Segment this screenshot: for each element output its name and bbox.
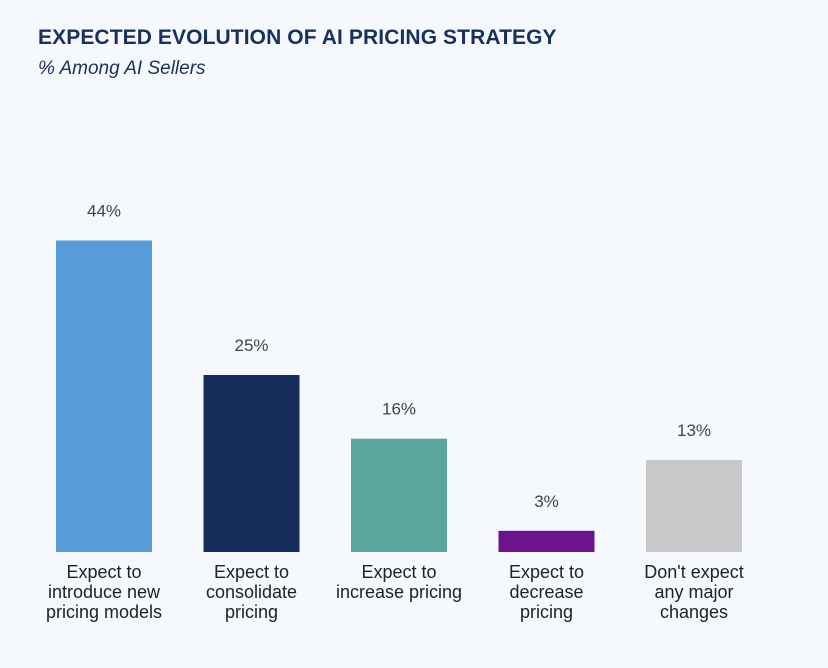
- category-label-1-line-2: pricing: [225, 602, 278, 622]
- bar-0: [56, 240, 152, 552]
- value-label-2: 16%: [382, 400, 416, 419]
- category-label-4-line-0: Don't expect: [644, 562, 744, 582]
- category-label-2-line-1: increase pricing: [336, 582, 462, 602]
- category-label-0-line-1: introduce new: [48, 582, 161, 602]
- category-label-3-line-0: Expect to: [509, 562, 584, 582]
- bar-2: [351, 438, 447, 552]
- value-label-3: 3%: [534, 492, 559, 511]
- category-label-1-line-1: consolidate: [206, 582, 297, 602]
- category-label-2-line-0: Expect to: [361, 562, 436, 582]
- category-label-0-line-0: Expect to: [66, 562, 141, 582]
- bar-3: [498, 530, 595, 552]
- value-label-1: 25%: [234, 336, 268, 355]
- category-label-4-line-1: any major: [654, 582, 733, 602]
- category-label-3-line-1: decrease: [509, 582, 583, 602]
- chart-subtitle: % Among AI Sellers: [38, 58, 206, 79]
- chart-title: EXPECTED EVOLUTION OF AI PRICING STRATEG…: [38, 26, 557, 49]
- category-label-0-line-2: pricing models: [46, 602, 162, 622]
- bar-1: [203, 375, 300, 552]
- category-label-1-line-0: Expect to: [214, 562, 289, 582]
- value-label-0: 44%: [87, 202, 121, 221]
- value-label-4: 13%: [677, 421, 711, 440]
- category-label-4-line-2: changes: [660, 602, 728, 622]
- bar-4: [646, 460, 742, 552]
- category-label-3-line-2: pricing: [520, 602, 573, 622]
